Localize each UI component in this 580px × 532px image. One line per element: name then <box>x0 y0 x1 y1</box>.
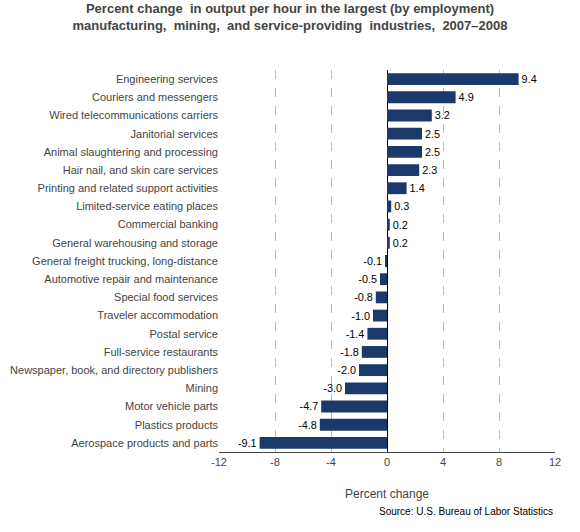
svg-text:-0.8: -0.8 <box>354 291 373 303</box>
svg-text:12: 12 <box>549 456 561 468</box>
svg-text:-4.8: -4.8 <box>298 419 317 431</box>
svg-text:General warehousing and storag: General warehousing and storage <box>52 237 218 249</box>
svg-text:Special food services: Special food services <box>114 291 218 303</box>
svg-text:Newspaper, book, and directory: Newspaper, book, and directory publisher… <box>10 364 218 376</box>
svg-text:Janitorial services: Janitorial services <box>131 128 219 140</box>
svg-text:-8: -8 <box>270 456 280 468</box>
svg-text:-4.7: -4.7 <box>300 400 319 412</box>
svg-text:4.9: 4.9 <box>459 91 474 103</box>
svg-text:Mining: Mining <box>186 382 218 394</box>
svg-text:-12: -12 <box>211 456 227 468</box>
svg-text:Commercial banking: Commercial banking <box>118 218 218 230</box>
svg-text:-3.0: -3.0 <box>323 382 342 394</box>
svg-text:Postal service: Postal service <box>150 328 218 340</box>
svg-text:-9.1: -9.1 <box>238 437 257 449</box>
svg-text:Hair nail, and skin care servi: Hair nail, and skin care services <box>63 164 219 176</box>
svg-text:Automotive repair and maintena: Automotive repair and maintenance <box>44 273 218 285</box>
svg-text:-4: -4 <box>326 456 336 468</box>
svg-text:Aerospace products and parts: Aerospace products and parts <box>71 437 218 449</box>
svg-text:-0.1: -0.1 <box>363 255 382 267</box>
svg-text:General freight trucking, long: General freight trucking, long-distance <box>32 255 218 267</box>
svg-text:Engineering services: Engineering services <box>116 73 219 85</box>
svg-text:-0.5: -0.5 <box>358 273 377 285</box>
svg-text:0.3: 0.3 <box>394 200 409 212</box>
svg-text:-1.0: -1.0 <box>351 310 370 322</box>
svg-text:Printing and related support a: Printing and related support activities <box>38 182 219 194</box>
svg-text:Source: U.S. Bureau of Labor S: Source: U.S. Bureau of Labor Statistics <box>379 506 553 517</box>
svg-text:-1.8: -1.8 <box>340 346 359 358</box>
svg-text:Couriers and messengers: Couriers and messengers <box>92 91 218 103</box>
svg-text:Animal slaughtering and proces: Animal slaughtering and processing <box>44 146 218 158</box>
svg-text:Motor vehicle parts: Motor vehicle parts <box>125 400 218 412</box>
svg-text:Wired telecommunications carri: Wired telecommunications carriers <box>49 109 218 121</box>
svg-text:2.5: 2.5 <box>425 146 440 158</box>
svg-text:Percent change: Percent change <box>345 487 429 501</box>
svg-text:2.5: 2.5 <box>425 128 440 140</box>
svg-text:1.4: 1.4 <box>410 182 425 194</box>
svg-text:Traveler accommodation: Traveler accommodation <box>97 309 218 321</box>
svg-text:-2.0: -2.0 <box>337 364 356 376</box>
svg-text:9.4: 9.4 <box>522 73 537 85</box>
svg-text:Percent change in output per: Percent change in output per hour in the… <box>73 1 508 33</box>
svg-text:-1.4: -1.4 <box>346 328 365 340</box>
svg-text:0.2: 0.2 <box>393 219 408 231</box>
svg-text:0.2: 0.2 <box>393 237 408 249</box>
svg-text:8: 8 <box>496 456 502 468</box>
svg-text:2.3: 2.3 <box>422 164 437 176</box>
svg-text:Full-service restaurants: Full-service restaurants <box>104 346 219 358</box>
svg-text:0: 0 <box>384 456 390 468</box>
svg-text:Plastics products: Plastics products <box>135 419 219 431</box>
svg-text:4: 4 <box>440 456 446 468</box>
svg-text:3.2: 3.2 <box>435 109 450 121</box>
svg-text:Limited-service eating places: Limited-service eating places <box>76 200 218 212</box>
